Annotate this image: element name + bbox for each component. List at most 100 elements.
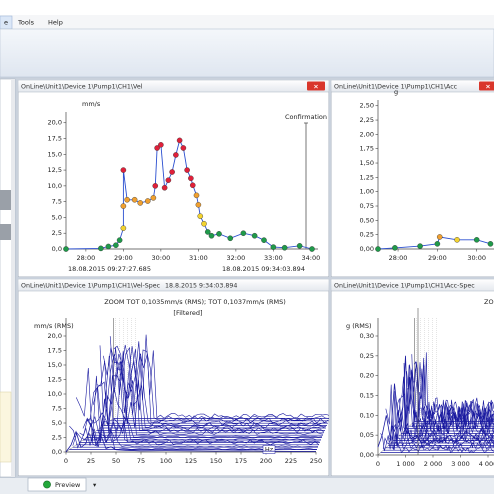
data-point [240,230,247,237]
y-tick-label: 7,5 [52,405,62,413]
side-item[interactable] [0,190,11,210]
y-tick-label: 0,15 [360,392,374,400]
tab-label[interactable]: Preview [55,481,81,489]
y-tick-label: 0,20 [360,372,374,380]
x-tick-label: 30:00 [467,254,486,262]
data-point [120,167,127,173]
panel: OnLine\Unit1\Device 1\Pump1\CH1\Acc × 0,00… [331,80,494,277]
panel-title: OnLine\Unit1\Device 1\Pump1\CH1\Vel [21,84,143,91]
waterfall-trace [385,384,494,448]
waterfall-trace [106,344,329,424]
data-point [180,145,187,151]
waterfall-trace [79,417,321,443]
data-point [195,202,202,208]
x-tick-label: 29:00 [428,254,447,262]
panel-title: OnLine\Unit1\Device 1\Pump1\CH1\Acc-Spec [334,283,475,290]
y-tick-label: 0,10 [360,411,374,419]
panel-frame [331,80,494,277]
x-axis-label: Hz [265,446,274,454]
tab-icon [43,480,51,489]
side-note [0,391,12,463]
y-tick-label: 2,00 [360,130,374,138]
x-tick-label: 225 [285,457,297,465]
y-tick-label: 1,25 [360,173,374,181]
data-point [197,213,204,219]
y-tick-label: 0,00 [360,451,374,459]
x-tick-label: 32:00 [227,254,246,262]
series-line [65,422,316,453]
data-point [436,234,443,240]
x-label-box [262,445,276,454]
scrollbar[interactable] [11,79,15,477]
data-point [161,184,168,191]
data-point [169,169,175,175]
waterfall-trace [401,365,494,434]
x-tick-label: 3 000 [451,460,470,468]
data-point [189,182,196,189]
data-point [124,196,130,203]
x-tick-label: 29:00 [114,254,133,262]
waterfall-trace [380,432,494,454]
waterfall-trace [103,346,328,426]
series-line [377,355,494,448]
waterfall-trace [382,431,494,451]
data-point [63,246,69,252]
x-tick-label: 30:00 [152,254,171,262]
y-tick-label: 5,0 [52,213,62,221]
panel-frame [18,279,329,476]
waterfall-trace [96,347,326,431]
data-point [113,242,119,249]
data-point [392,245,398,251]
y-tick-label: 20,0 [48,332,62,340]
data-point [270,244,277,250]
panel-subtitle: 18.8.2015 9:34:03.894 [165,283,237,290]
x-tick-label: 4 000 [479,460,494,468]
x-tick-label: 200 [260,457,272,465]
y-axis-label: mm/s [82,100,101,108]
data-point [434,241,441,247]
y-tick-label: 20,0 [48,119,62,127]
y-tick-label: 0,05 [360,431,374,439]
data-point [309,246,315,252]
close-button[interactable] [307,81,325,91]
panel: OnLine\Unit1\Device 1\Pump1\CH1\Acc-Spec… [331,279,494,476]
x-tick-label: 75 [137,457,145,465]
waterfall-trace [388,425,494,446]
data-point [454,237,460,243]
data-point [154,145,160,151]
annotation: Confirmation [285,113,327,121]
data-point [116,237,123,243]
x-tick-label: 0 [376,460,380,468]
x-tick-label: 34:00 [302,254,321,262]
close-button[interactable] [479,81,494,91]
data-point [251,232,258,239]
data-point [120,203,127,209]
tab[interactable] [27,477,87,492]
title-strip [0,0,494,15]
y-tick-label: 7,5 [52,198,62,206]
panel: OnLine\Unit1\Device 1\Pump1\CH1\Vel-Spec… [18,279,329,476]
toolbar [0,28,494,78]
panel-title: OnLine\Unit1\Device 1\Pump1\CH1\Vel-Spec [21,283,161,290]
side-item[interactable] [0,224,11,240]
y-axis-label: g [394,88,398,96]
menu-item[interactable]: e [4,19,8,27]
date-label: 18.08.2015 09:34:03.894 [222,265,305,273]
data-point [487,241,494,247]
x-tick-label: 33:00 [264,254,283,262]
menu-item[interactable]: Help [48,19,63,27]
panel-header [331,279,494,292]
data-point [176,137,183,144]
panel: OnLine\Unit1\Device 1\Pump1\CH1\Vel × 0,0 2… [18,80,329,277]
data-point [193,192,200,199]
y-tick-label: 0,30 [360,332,374,340]
data-point [208,232,215,239]
data-point [173,152,179,158]
y-tick-label: 17,5 [48,135,62,143]
waterfall-trace [395,372,494,438]
x-tick-label: 125 [185,457,197,465]
menu-item[interactable]: Tools [17,19,35,27]
x-tick-label: 100 [160,457,172,465]
data-point [204,229,211,235]
tab-add[interactable]: ▾ [93,481,97,489]
